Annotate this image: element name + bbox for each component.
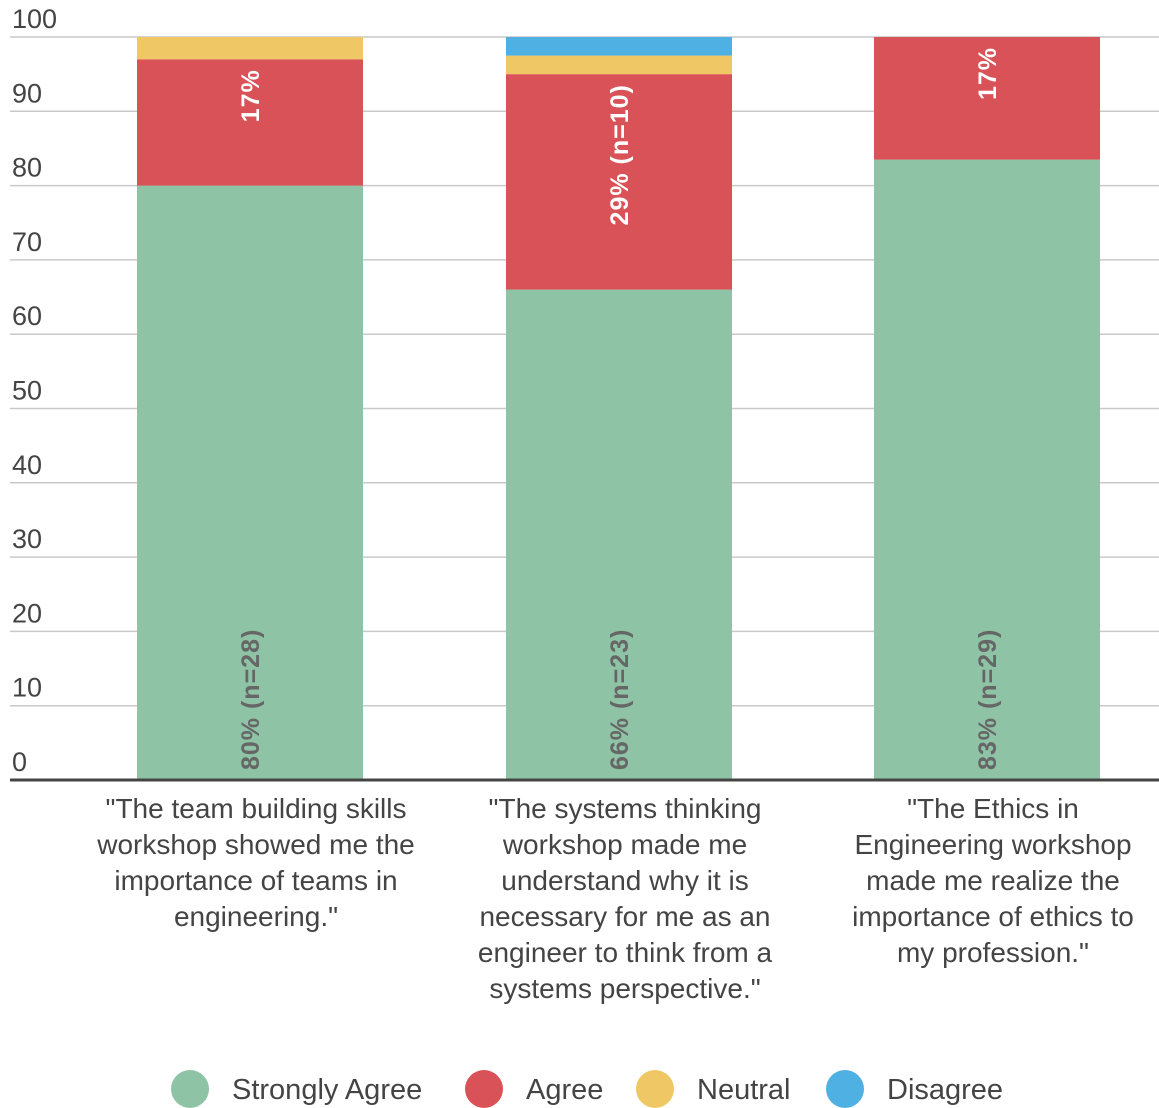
data-label: 17% [974, 47, 1002, 100]
y-tick-label: 70 [12, 227, 42, 257]
legend-swatch [636, 1070, 674, 1108]
bar-segment-neutral [506, 55, 732, 75]
data-labels: 80% (n=28) 17% 66% (n=23) 29% (n=10) 83% (n=… [237, 47, 1002, 770]
bars [137, 37, 1100, 781]
legend-label: Neutral [697, 1074, 791, 1106]
data-label: 29% (n=10) [606, 84, 634, 225]
data-label: 66% (n=23) [606, 629, 634, 770]
category-label-line: engineer to think from a [478, 937, 773, 968]
y-tick-label: 50 [12, 376, 42, 406]
legend-item-disagree: Disagree [826, 1070, 1003, 1108]
data-label: 83% (n=29) [974, 629, 1002, 770]
y-tick-label: 0 [12, 747, 27, 777]
bar-segment-strongly-agree [874, 159, 1100, 781]
y-axis-tick-labels: 0 10 20 30 40 50 60 70 80 90 100 [12, 4, 57, 777]
legend: Strongly Agree Agree Neutral Disagree [171, 1070, 1003, 1108]
y-tick-label: 100 [12, 4, 57, 34]
bar-segment-agree [137, 59, 363, 186]
legend-swatch [171, 1070, 209, 1108]
category-label-line: understand why it is [501, 865, 748, 896]
category-label-line: necessary for me as an [479, 901, 770, 932]
category-label-line: engineering." [174, 901, 338, 932]
category-label: "The team building skills workshop showed… [96, 793, 415, 932]
category-label-line: workshop made me [502, 829, 747, 860]
bar-segment-agree [506, 74, 732, 290]
category-label-line: "The team building skills [106, 793, 407, 824]
y-tick-label: 10 [12, 673, 42, 703]
data-label: 80% (n=28) [237, 629, 265, 770]
legend-swatch [826, 1070, 864, 1108]
category-label-line: systems perspective." [489, 973, 760, 1004]
y-tick-label: 90 [12, 78, 42, 108]
legend-item-neutral: Neutral [636, 1070, 791, 1108]
y-tick-label: 30 [12, 524, 42, 554]
y-tick-label: 20 [12, 598, 42, 628]
category-label-line: workshop showed me the [96, 829, 415, 860]
category-label-line: "The Ethics in [907, 793, 1079, 824]
bar-segment-strongly-agree [137, 185, 363, 781]
category-label-line: importance of teams in [114, 865, 397, 896]
category-label: "The systems thinking workshop made me und… [478, 793, 773, 1004]
legend-swatch [465, 1070, 503, 1108]
category-label-line: my profession." [897, 937, 1089, 968]
bar-segment-strongly-agree [506, 289, 732, 780]
legend-item-agree: Agree [465, 1070, 603, 1108]
bar-segment-neutral [137, 37, 363, 60]
legend-label: Strongly Agree [232, 1074, 422, 1106]
category-labels: "The team building skills workshop showed… [96, 793, 1134, 1004]
bar-segment-disagree [506, 37, 732, 56]
legend-item-strongly-agree: Strongly Agree [171, 1070, 422, 1108]
category-label-line: Engineering workshop [854, 829, 1131, 860]
category-label-line: "The systems thinking [489, 793, 762, 824]
legend-label: Disagree [887, 1074, 1003, 1106]
y-tick-label: 80 [12, 153, 42, 183]
y-tick-label: 60 [12, 301, 42, 331]
data-label: 17% [237, 69, 265, 122]
bar-segment-agree [874, 37, 1100, 160]
category-label-line: made me realize the [866, 865, 1120, 896]
category-label-line: importance of ethics to [852, 901, 1134, 932]
category-label: "The Ethics in Engineering workshop made m… [852, 793, 1134, 968]
y-tick-label: 40 [12, 450, 42, 480]
legend-label: Agree [526, 1074, 603, 1106]
